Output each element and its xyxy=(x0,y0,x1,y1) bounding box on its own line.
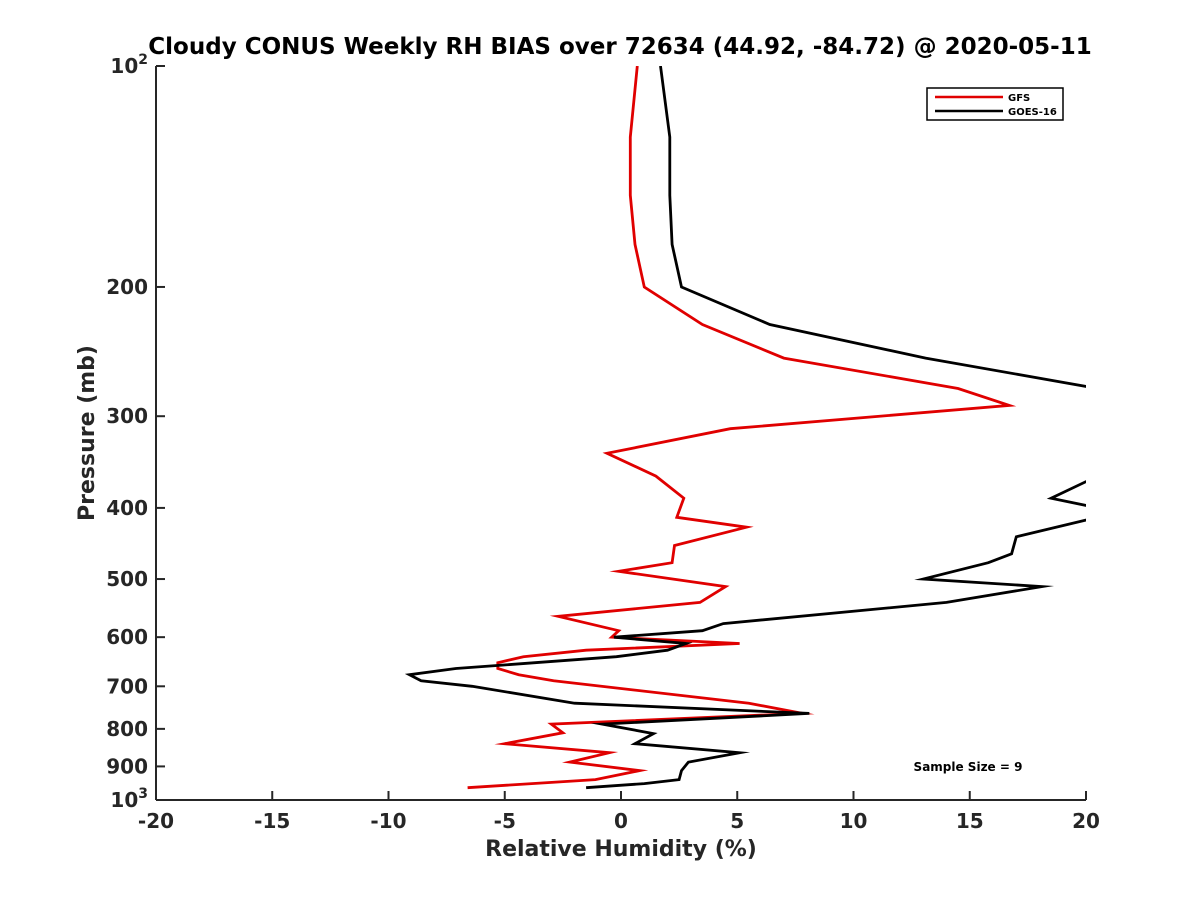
y-tick-label: 900 xyxy=(106,754,148,778)
y-tick-label: 200 xyxy=(106,275,148,299)
legend-box xyxy=(926,87,1064,121)
series-layer xyxy=(404,66,1086,790)
plot-area xyxy=(156,66,1086,800)
series-line-gfs xyxy=(467,66,1017,790)
x-tick-label: 20 xyxy=(1072,809,1100,833)
y-axis-title: Pressure (mb) xyxy=(75,345,100,521)
legend: GFS GOES-16 xyxy=(926,87,1064,121)
y-tick-label: 600 xyxy=(106,625,148,649)
y-ticks: 102 200 300 400 500 600 700 800 900 103 xyxy=(106,52,165,812)
legend-label-gfs: GFS xyxy=(1008,93,1030,104)
x-tick-label: -15 xyxy=(254,809,290,833)
series-line-goes-16 xyxy=(404,66,1086,790)
y-tick-label: 400 xyxy=(106,496,148,520)
legend-label-goes-16: GOES-16 xyxy=(1008,107,1057,118)
y-tick-label: 800 xyxy=(106,717,148,741)
x-tick-label: 10 xyxy=(840,809,868,833)
plot-background xyxy=(156,66,1086,800)
chart-title: Cloudy CONUS Weekly RH BIAS over 72634 (… xyxy=(148,34,1091,60)
x-tick-label: -20 xyxy=(138,809,174,833)
x-tick-label: -10 xyxy=(370,809,406,833)
y-tick-label: 500 xyxy=(106,567,148,591)
x-tick-label: 5 xyxy=(730,809,744,833)
x-axis-title: Relative Humidity (%) xyxy=(485,837,757,862)
x-tick-label: -5 xyxy=(494,809,516,833)
x-tick-label: 0 xyxy=(614,809,628,833)
y-tick-label: 103 xyxy=(110,786,148,812)
y-tick-label: 300 xyxy=(106,404,148,428)
y-tick-label: 102 xyxy=(110,52,148,78)
y-tick-label: 700 xyxy=(106,674,148,698)
sample-size-annotation: Sample Size = 9 xyxy=(914,760,1023,774)
x-tick-label: 15 xyxy=(956,809,984,833)
x-ticks: -20 -15 -10 -5 0 5 10 15 20 xyxy=(138,791,1100,833)
